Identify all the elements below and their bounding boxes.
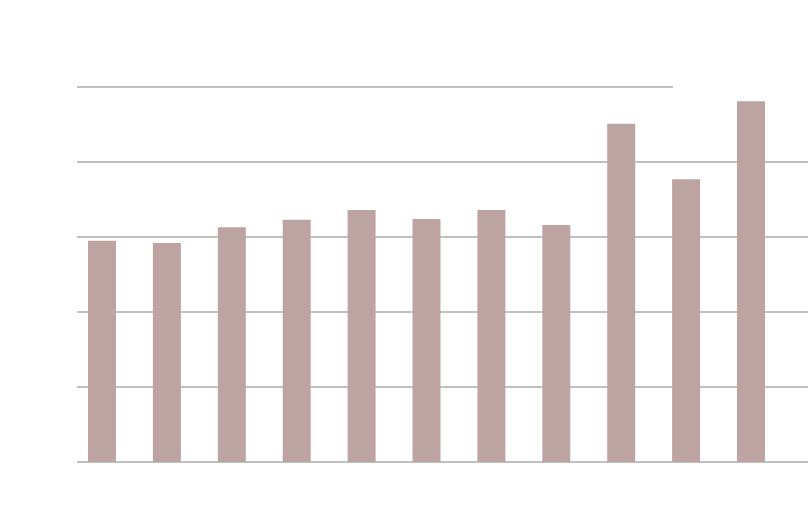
bar bbox=[282, 219, 311, 462]
bar bbox=[607, 123, 636, 462]
bar bbox=[217, 227, 246, 462]
bar bbox=[542, 225, 571, 462]
bar bbox=[347, 210, 376, 462]
bar bbox=[152, 243, 181, 462]
bar bbox=[672, 179, 701, 462]
bar bbox=[88, 240, 116, 462]
bar bbox=[477, 210, 506, 462]
bar bbox=[737, 101, 765, 462]
bar bbox=[412, 219, 441, 462]
